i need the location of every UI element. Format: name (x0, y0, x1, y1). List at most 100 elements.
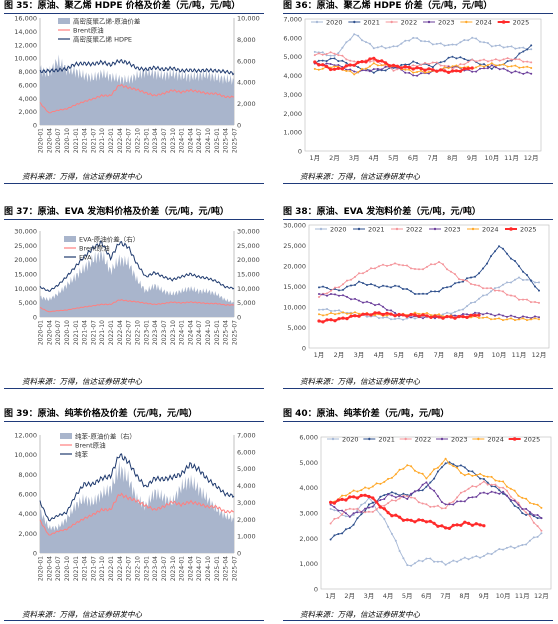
data-point (334, 309, 336, 312)
data-point (534, 285, 536, 288)
data-point (514, 47, 517, 50)
y-tick-label: 3,000 (299, 510, 318, 518)
data-point (433, 468, 436, 471)
data-point (420, 69, 422, 72)
data-point (459, 558, 462, 561)
data-point (390, 476, 393, 479)
data-point (379, 499, 382, 501)
data-point (367, 506, 370, 509)
data-point (329, 51, 332, 54)
data-point (352, 508, 355, 511)
data-point (467, 470, 470, 472)
data-point (413, 520, 417, 524)
data-point (345, 317, 349, 321)
y-left-tick-label: 0 (33, 314, 37, 322)
data-point (442, 263, 444, 266)
data-point (394, 473, 397, 476)
x-tick-label: 2020-07 (55, 320, 62, 345)
data-point (376, 46, 379, 49)
data-point (502, 548, 505, 551)
x-tick-label: 2021-07 (90, 320, 97, 345)
legend-marker (353, 20, 356, 24)
data-point (486, 481, 489, 484)
data-point (421, 483, 424, 486)
data-point (450, 312, 452, 315)
data-point (412, 36, 415, 39)
y-tick-label: 30,000 (283, 222, 306, 230)
legend-label: 高密度聚乙烯 HDPE (73, 35, 132, 44)
line-series-2020 (330, 497, 542, 567)
data-point (446, 311, 448, 314)
data-point (336, 66, 340, 70)
data-point (391, 63, 396, 67)
data-point (502, 63, 505, 66)
legend-label: 2022 (401, 19, 418, 27)
x-tick-label: 2020-07 (55, 556, 62, 581)
data-point (514, 260, 516, 262)
data-point (478, 317, 480, 319)
legend-marker (501, 20, 506, 24)
data-point (479, 483, 482, 486)
x-tick-label: 5月 (388, 154, 399, 162)
data-point (367, 487, 370, 490)
y-left-tick-label: 10,000 (14, 55, 37, 63)
y-tick-label: 4,000 (283, 72, 302, 80)
data-point (340, 497, 344, 501)
plot-frame (320, 436, 552, 590)
x-tick-label: 2025-01 (214, 320, 221, 345)
data-point (404, 71, 407, 74)
data-point (366, 300, 368, 303)
chart-40: 0 1,000 2,000 3,000 4,000 5,000 6,000 1月 2月 3月 4月 5… (299, 434, 552, 600)
data-point (338, 294, 340, 297)
data-point (382, 316, 384, 319)
data-point (474, 522, 478, 526)
data-point (475, 474, 478, 477)
data-point (410, 267, 412, 270)
y-tick-label: 2,000 (283, 110, 302, 118)
data-point (482, 294, 484, 297)
line-series-2023 (318, 293, 540, 319)
data-point (526, 71, 529, 74)
x-tick-label: 8月 (459, 592, 470, 600)
area-spread-series (40, 249, 234, 317)
data-point (360, 503, 363, 506)
data-point (462, 313, 464, 315)
legend-label: 纯苯-原油价差（右） (75, 432, 136, 441)
data-point (352, 523, 355, 526)
data-point (540, 532, 543, 535)
data-point (413, 490, 416, 493)
data-point (498, 289, 500, 292)
y-left-tick-label: 0 (33, 550, 37, 558)
data-point (334, 286, 336, 289)
data-point (425, 503, 428, 506)
data-point (442, 287, 444, 290)
data-point (490, 255, 492, 258)
data-point (444, 503, 447, 506)
data-point (526, 65, 529, 68)
data-point (525, 543, 528, 546)
data-point (439, 68, 443, 72)
data-point (412, 71, 415, 74)
data-point (330, 310, 332, 312)
x-tick-label: 2023-04 (152, 128, 159, 153)
data-point (494, 66, 497, 69)
data-point (440, 501, 443, 503)
data-point (418, 268, 420, 271)
line-series-2021 (318, 245, 540, 295)
data-point (525, 507, 528, 510)
y-right-tick-label: 2,000 (237, 516, 256, 524)
data-point (448, 462, 451, 465)
data-point (466, 67, 470, 71)
data-point (463, 39, 466, 41)
title-rule (4, 13, 264, 14)
data-point (337, 60, 340, 63)
data-point (424, 61, 426, 64)
data-point (459, 63, 462, 66)
data-point (322, 314, 324, 317)
legend-swatch (64, 236, 76, 242)
data-point (534, 301, 536, 303)
data-point (318, 286, 320, 289)
x-tick-label: 2024-01 (179, 320, 186, 345)
x-tick-label: 9月 (474, 351, 485, 359)
y-left-tick-label: 12,000 (14, 432, 37, 440)
